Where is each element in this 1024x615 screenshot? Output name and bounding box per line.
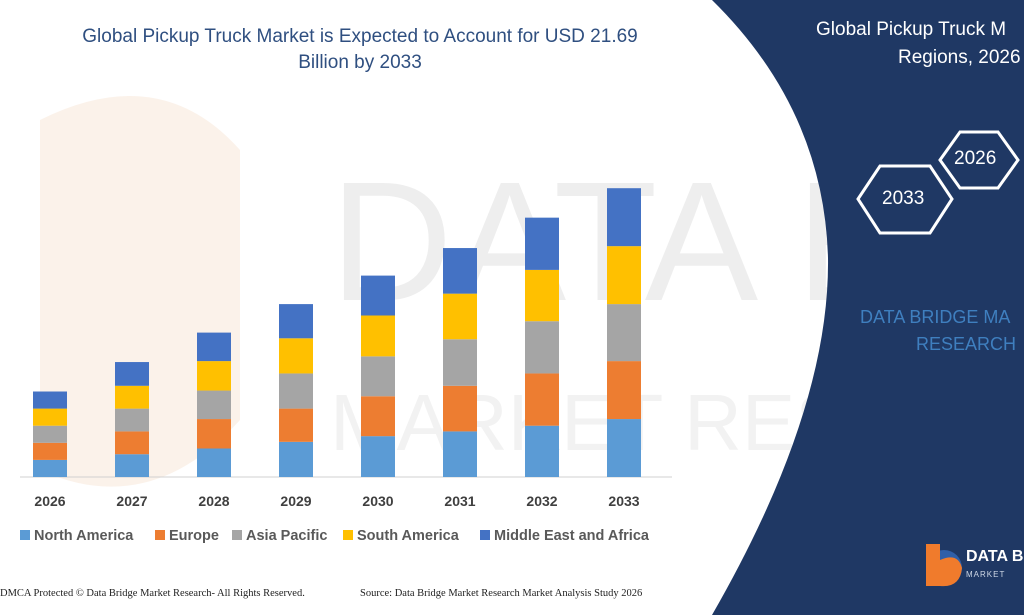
side-panel-title-line2: Regions, 2026 [898, 47, 1021, 68]
bar-2026-north-america [33, 459, 67, 477]
bar-2030-south-america [361, 315, 395, 357]
bar-2033-south-america [607, 246, 641, 305]
bar-2032-south-america [525, 269, 559, 322]
x-tick-label: 2027 [116, 493, 147, 509]
x-tick-label: 2032 [526, 493, 557, 509]
bar-2033-middle-east-and-africa [607, 188, 641, 247]
bar-2028-europe [197, 419, 231, 449]
logo-subtext: MARKET [966, 570, 1006, 579]
chart-title: Global Pickup Truck Market is Expected t… [20, 24, 700, 76]
legend-label: Europe [169, 528, 219, 544]
bar-2031-asia-pacific [443, 339, 477, 386]
legend-swatch [343, 530, 353, 540]
legend-swatch [232, 530, 242, 540]
bar-2030-europe [361, 396, 395, 437]
legend-label: Asia Pacific [246, 528, 327, 544]
x-tick-label: 2031 [444, 493, 475, 509]
bar-2029-south-america [279, 338, 313, 374]
x-tick-label: 2026 [34, 493, 65, 509]
side-panel-title-line1: Global Pickup Truck M [816, 19, 1007, 40]
hex-year-2033: 2033 [882, 188, 925, 209]
bar-2029-north-america [279, 441, 313, 477]
hex-year-2026: 2026 [954, 148, 997, 169]
bar-2032-middle-east-and-africa [525, 217, 559, 270]
logo-text: DATA B [966, 548, 1024, 565]
bar-2028-south-america [197, 361, 231, 391]
bar-2031-europe [443, 385, 477, 432]
brand-name-line2: RESEARCH [916, 334, 1017, 354]
bar-2028-asia-pacific [197, 390, 231, 420]
x-tick-label: 2029 [280, 493, 311, 509]
bar-2029-asia-pacific [279, 373, 313, 409]
bar-2026-asia-pacific [33, 425, 67, 443]
legend-label: North America [34, 528, 134, 544]
legend-swatch [155, 530, 165, 540]
brand-name: DATA BRIDGE MA RESEARCH [860, 304, 1024, 358]
bar-2032-asia-pacific [525, 321, 559, 374]
bar-2026-south-america [33, 408, 67, 426]
bar-2027-south-america [115, 385, 149, 409]
bar-2033-north-america [607, 419, 641, 477]
bar-2028-north-america [197, 448, 231, 477]
bar-2031-north-america [443, 431, 477, 477]
footer-copyright: DMCA Protected © Data Bridge Market Rese… [0, 588, 305, 599]
chart-title-line1: Global Pickup Truck Market is Expected t… [82, 26, 638, 47]
bar-2031-middle-east-and-africa [443, 248, 477, 294]
bar-2027-middle-east-and-africa [115, 362, 149, 386]
bar-2032-europe [525, 373, 559, 426]
bar-2029-europe [279, 408, 313, 442]
bar-2030-north-america [361, 436, 395, 477]
x-tick-label: 2028 [198, 493, 229, 509]
side-panel-title: Global Pickup Truck M Regions, 2026 [816, 16, 1024, 72]
bar-2030-asia-pacific [361, 356, 395, 397]
bar-2026-middle-east-and-africa [33, 391, 67, 409]
bar-2033-asia-pacific [607, 304, 641, 362]
bar-2028-middle-east-and-africa [197, 332, 231, 362]
bar-2033-europe [607, 361, 641, 420]
bar-2027-north-america [115, 454, 149, 477]
footer-source: Source: Data Bridge Market Research Mark… [360, 588, 643, 599]
x-tick-label: 2033 [608, 493, 639, 509]
legend-swatch [20, 530, 30, 540]
bar-2030-middle-east-and-africa [361, 275, 395, 316]
bar-2029-middle-east-and-africa [279, 304, 313, 339]
legend-label: South America [357, 528, 460, 544]
bar-2026-europe [33, 442, 67, 460]
legend-swatch [480, 530, 490, 540]
bar-2031-south-america [443, 293, 477, 340]
brand-name-line1: DATA BRIDGE MA [860, 307, 1011, 327]
bar-2027-asia-pacific [115, 408, 149, 432]
chart-title-line2: Billion by 2033 [298, 52, 422, 73]
bar-2032-north-america [525, 425, 559, 477]
x-tick-label: 2030 [362, 493, 393, 509]
legend-label: Middle East and Africa [494, 528, 650, 544]
bar-2027-europe [115, 431, 149, 455]
